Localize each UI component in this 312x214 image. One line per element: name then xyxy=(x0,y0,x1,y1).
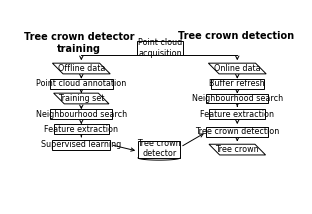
Text: Buffer refresh: Buffer refresh xyxy=(209,79,265,88)
FancyBboxPatch shape xyxy=(54,124,109,134)
Text: Neighbourhood search: Neighbourhood search xyxy=(36,110,127,119)
Text: Tree crown: Tree crown xyxy=(216,145,259,154)
Text: Supervised learning: Supervised learning xyxy=(41,140,121,149)
Text: Point cloud
acquisition: Point cloud acquisition xyxy=(138,38,182,58)
Text: Tree crown detector
training: Tree crown detector training xyxy=(24,32,134,54)
Polygon shape xyxy=(208,63,266,74)
Polygon shape xyxy=(52,63,110,74)
FancyBboxPatch shape xyxy=(50,79,113,89)
Text: Point cloud annotation: Point cloud annotation xyxy=(36,79,126,88)
Text: Offline data: Offline data xyxy=(58,64,105,73)
Text: Feature extraction: Feature extraction xyxy=(44,125,118,134)
FancyBboxPatch shape xyxy=(211,79,264,89)
FancyBboxPatch shape xyxy=(207,94,268,103)
FancyBboxPatch shape xyxy=(209,109,265,119)
Text: Tree crown detection: Tree crown detection xyxy=(195,128,280,137)
FancyBboxPatch shape xyxy=(207,127,268,137)
Text: Tree crown detection: Tree crown detection xyxy=(178,31,294,42)
Text: Tree crown
detector: Tree crown detector xyxy=(137,139,181,159)
Polygon shape xyxy=(54,93,109,104)
FancyBboxPatch shape xyxy=(138,141,180,158)
Polygon shape xyxy=(209,144,266,155)
Text: Training set: Training set xyxy=(58,94,105,103)
Text: Online data: Online data xyxy=(214,64,261,73)
Text: Neighbourhood search: Neighbourhood search xyxy=(192,94,283,103)
FancyBboxPatch shape xyxy=(51,109,112,119)
Text: Feature extraction: Feature extraction xyxy=(200,110,274,119)
FancyBboxPatch shape xyxy=(137,40,183,55)
FancyBboxPatch shape xyxy=(52,140,110,150)
